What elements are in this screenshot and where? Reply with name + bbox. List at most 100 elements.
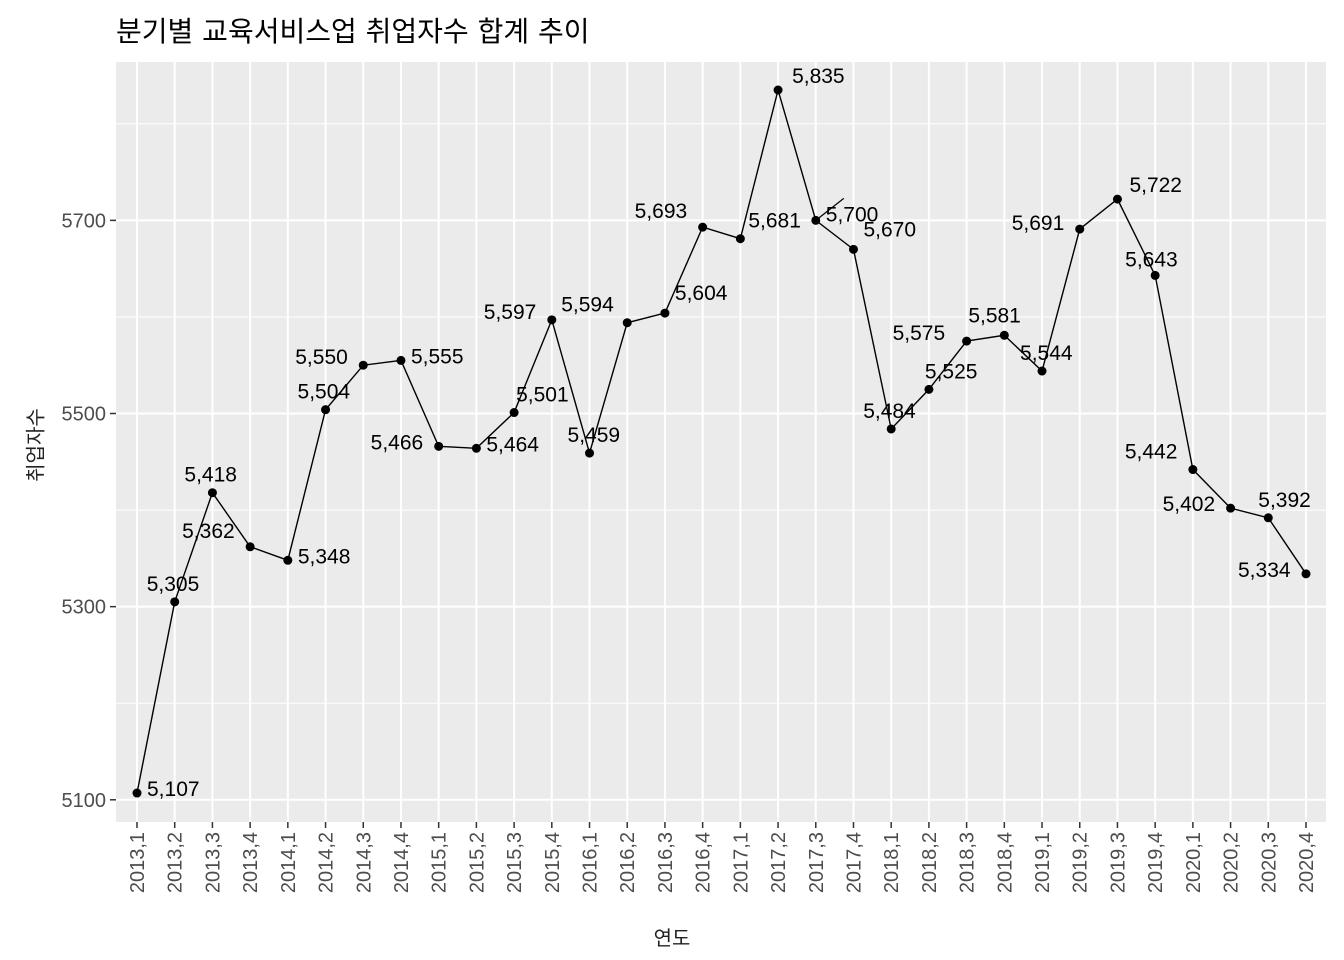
series-line (136, 87, 1307, 794)
x-tick-label: 2015,1 (429, 832, 451, 893)
data-label: 5,544 (1020, 342, 1073, 365)
data-label: 5,594 (561, 294, 614, 317)
minor-grid (116, 123, 1326, 704)
data-point (1226, 503, 1236, 513)
data-point (622, 318, 632, 328)
major-grid (116, 62, 1326, 822)
data-point (848, 244, 858, 254)
data-label: 5,681 (748, 210, 801, 233)
data-point (283, 555, 293, 565)
x-tick-label: 2016,1 (580, 832, 602, 893)
x-tick-label: 2017,2 (768, 832, 790, 893)
data-label: 5,722 (1129, 174, 1182, 197)
data-label: 5,362 (182, 520, 235, 543)
data-label: 5,334 (1238, 559, 1291, 582)
data-point (1301, 569, 1311, 579)
data-point (358, 360, 368, 370)
y-tick-label: 5500 (62, 404, 107, 426)
x-tick-label: 2017,1 (730, 832, 752, 893)
data-label: 5,550 (295, 346, 348, 369)
data-label: 5,555 (411, 345, 464, 368)
x-tick-label: 2017,4 (843, 832, 865, 893)
data-point (245, 542, 255, 552)
x-tick-label: 2018,4 (994, 832, 1016, 893)
y-tick-label: 5100 (62, 790, 107, 812)
data-point (434, 441, 444, 451)
data-label: 5,693 (635, 200, 688, 223)
x-tick-label: 2018,1 (881, 832, 903, 893)
x-tick-label: 2015,4 (542, 832, 564, 893)
data-label: 5,459 (568, 424, 621, 447)
data-label: 5,581 (968, 304, 1021, 327)
data-label: 5,464 (486, 433, 539, 456)
x-tick-label: 2013,3 (202, 832, 224, 893)
data-label: 5,575 (893, 322, 946, 345)
x-tick-label: 2014,4 (391, 832, 413, 893)
x-tick-label: 2017,3 (806, 832, 828, 893)
data-point (1263, 513, 1273, 523)
data-point (396, 355, 406, 365)
y-tick-label: 5700 (62, 210, 107, 232)
x-tick-label: 2020,2 (1221, 832, 1243, 893)
x-tick-label: 2020,1 (1183, 832, 1205, 893)
x-tick-label: 2016,4 (693, 832, 715, 893)
chart-title: 분기별 교육서비스업 취업자수 합계 추이 (116, 15, 590, 48)
x-tick-label: 2015,3 (504, 832, 526, 893)
data-label: 5,392 (1258, 489, 1311, 512)
data-label: 5,402 (1163, 493, 1216, 516)
data-label: 5,305 (147, 573, 200, 596)
data-label: 5,525 (925, 360, 978, 383)
x-tick-label: 2019,2 (1070, 832, 1092, 893)
data-point (509, 408, 519, 418)
data-point (924, 384, 934, 394)
data-label: 5,466 (371, 431, 424, 454)
x-tick-label: 2019,1 (1032, 832, 1054, 893)
x-tick-label: 2015,2 (466, 832, 488, 893)
data-label: 5,700 (826, 203, 879, 226)
x-tick-label: 2020,4 (1296, 832, 1318, 893)
data-label: 5,670 (863, 218, 916, 241)
data-label: 5,107 (147, 778, 200, 801)
data-point (1037, 366, 1047, 376)
data-point (471, 443, 481, 453)
data-point (735, 234, 745, 244)
data-point (321, 405, 331, 415)
data-labels: 5,107 5,305 5,418 5,362 5,348 5,504 5,550 5,555… (147, 65, 1311, 801)
data-point (773, 85, 783, 95)
series-polyline (136, 87, 1307, 794)
data-point (1112, 194, 1122, 204)
x-tick-label: 2014,1 (278, 832, 300, 893)
x-tick-label: 2019,3 (1107, 832, 1129, 893)
data-point (132, 788, 142, 798)
data-point (999, 330, 1009, 340)
data-point (962, 336, 972, 346)
data-label: 5,597 (484, 301, 537, 324)
data-label: 5,484 (863, 400, 916, 423)
data-point (1150, 270, 1160, 280)
data-point (660, 308, 670, 318)
x-tick-label: 2014,2 (316, 832, 338, 893)
data-point (886, 424, 896, 434)
x-axis: 2013,1 2013,2 2013,3 2013,4 2014,1 2014,2 2014… (127, 822, 1318, 893)
x-tick-label: 2018,2 (919, 832, 941, 893)
label-leader (815, 197, 845, 221)
y-axis: 5100 5300 5500 5700 (62, 210, 116, 812)
y-tick-label: 5300 (62, 597, 107, 619)
x-tick-label: 2013,2 (165, 832, 187, 893)
x-tick-label: 2013,4 (240, 832, 262, 893)
x-tick-label: 2019,4 (1145, 832, 1167, 893)
data-point (547, 315, 557, 325)
data-point (1075, 224, 1085, 234)
data-label: 5,348 (298, 545, 351, 568)
data-label: 5,643 (1125, 248, 1178, 271)
data-label: 5,691 (1012, 212, 1065, 235)
data-point (170, 597, 180, 607)
data-label: 5,442 (1125, 441, 1178, 464)
data-label: 5,418 (184, 464, 237, 487)
data-point (585, 448, 595, 458)
x-tick-label: 2013,1 (127, 832, 149, 893)
x-tick-label: 2016,2 (617, 832, 639, 893)
data-label: 5,835 (792, 65, 845, 88)
data-point (207, 488, 217, 498)
x-tick-label: 2014,3 (353, 832, 375, 893)
